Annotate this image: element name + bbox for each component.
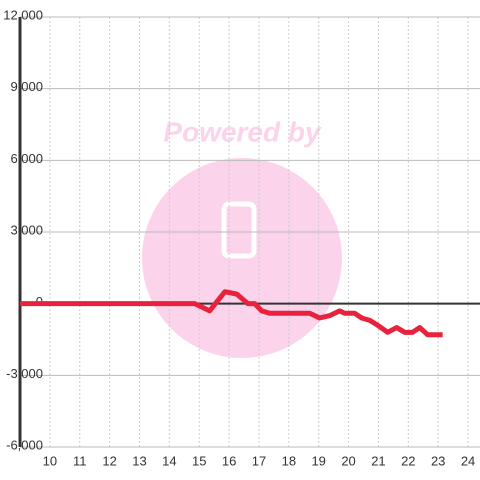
y-tick-label: -6,000: [6, 437, 43, 452]
x-tick-label: 22: [401, 453, 415, 468]
x-tick-label: 20: [341, 453, 355, 468]
x-tick-label: 16: [222, 453, 236, 468]
x-tick-label: 10: [43, 453, 57, 468]
x-tick-label: 23: [431, 453, 445, 468]
y-tick-label: 3,000: [10, 222, 43, 237]
x-tick-label: 17: [252, 453, 266, 468]
x-tick-label: 21: [371, 453, 385, 468]
y-tick-label: 6,000: [10, 151, 43, 166]
x-tick-label: 24: [461, 453, 475, 468]
watermark: Powered by: [142, 116, 342, 358]
x-tick-label: 11: [73, 453, 87, 468]
x-tick-label: 15: [192, 453, 206, 468]
watermark-icon: [221, 201, 257, 259]
y-tick-label: 9,000: [10, 79, 43, 94]
y-tick-label: 12,000: [3, 7, 43, 22]
y-tick-label: -3,000: [6, 366, 43, 381]
x-tick-label: 14: [162, 453, 176, 468]
x-tick-label: 13: [132, 453, 146, 468]
watermark-text: Powered by: [163, 116, 322, 147]
x-tick-label: 19: [311, 453, 325, 468]
line: [20, 289, 443, 338]
x-tick-label: 18: [282, 453, 296, 468]
x-tick-label: 12: [102, 453, 116, 468]
